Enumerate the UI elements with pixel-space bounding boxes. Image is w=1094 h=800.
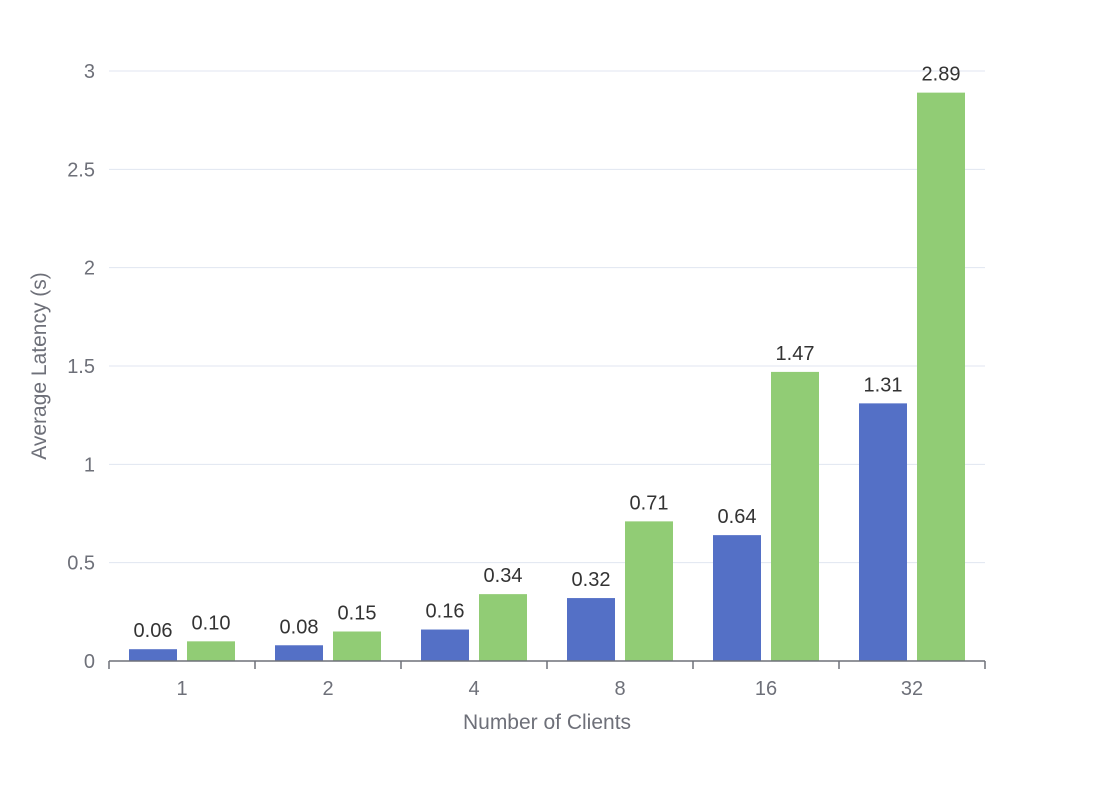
- bar-data-label: 0.16: [426, 601, 465, 623]
- bars: [129, 92, 965, 662]
- bar-data-label: 2.89: [922, 64, 961, 86]
- bar-data-label: 0.71: [630, 492, 669, 514]
- x-axis-title: Number of Clients: [463, 711, 631, 734]
- bar-data-label: 0.15: [338, 603, 377, 625]
- y-tick-label: 0.5: [67, 553, 95, 575]
- x-tick-label: 1: [176, 678, 187, 700]
- bar-series-2: [917, 92, 965, 662]
- y-axis-title: Average Latency (s): [28, 272, 51, 460]
- bar-series-1: [567, 598, 615, 661]
- x-tick-label: 2: [322, 678, 333, 700]
- grid-lines: [109, 70, 985, 564]
- bar-series-2: [187, 641, 235, 661]
- bar-series-2: [771, 371, 819, 661]
- y-tick-label: 2.5: [67, 159, 95, 181]
- y-tick-label: 0: [84, 651, 95, 673]
- bar-series-1: [859, 403, 907, 661]
- bar-series-2: [625, 521, 673, 661]
- bar-series-2: [479, 594, 527, 661]
- bar-series-2: [333, 631, 381, 661]
- y-tick-label: 1.5: [67, 356, 95, 378]
- bar-series-1: [275, 645, 323, 661]
- bar-series-1: [713, 535, 761, 661]
- bar-data-label: 0.64: [718, 506, 757, 528]
- data-labels: 0.06 0.10 0.08 0.15 0.16 0.34 0.32 0.71 0.64 1.47…: [134, 64, 961, 643]
- x-tick-label: 16: [755, 678, 777, 700]
- bar-series-1: [129, 649, 177, 661]
- x-tick-label: 32: [901, 678, 923, 700]
- bar-data-label: 1.31: [864, 374, 903, 396]
- bar-series-1: [421, 629, 469, 661]
- axes: 0 0.5 1 1.5 2 2.5 3 1 2 4 8 16 32: [67, 61, 986, 700]
- bar-data-label: 0.32: [572, 569, 611, 591]
- y-tick-label: 2: [84, 258, 95, 280]
- bar-data-label: 0.10: [192, 612, 231, 634]
- x-tick-label: 8: [614, 678, 625, 700]
- bar-data-label: 1.47: [776, 343, 815, 365]
- y-tick-label: 1: [84, 454, 95, 476]
- bar-data-label: 0.06: [134, 620, 173, 642]
- bar-data-label: 0.08: [280, 616, 319, 638]
- x-tick-label: 4: [468, 678, 479, 700]
- bar-data-label: 0.34: [484, 565, 523, 587]
- y-tick-label: 3: [84, 61, 95, 83]
